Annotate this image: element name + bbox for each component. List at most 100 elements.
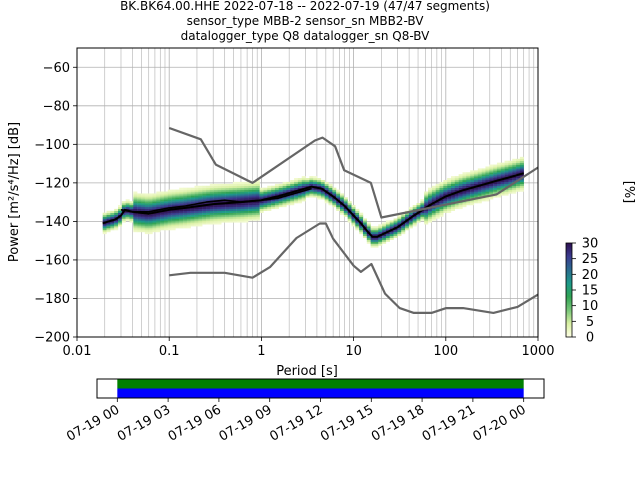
- mean-line: [120, 187, 312, 213]
- histogram-cell: [232, 199, 237, 202]
- histogram-cell: [439, 181, 444, 185]
- histogram-cell: [420, 212, 425, 215]
- histogram-cell: [206, 220, 211, 223]
- histogram-cell: [263, 203, 268, 206]
- histogram-cell: [454, 197, 459, 200]
- histogram-cell: [428, 210, 433, 213]
- histogram-cell: [248, 195, 253, 198]
- histogram-cell: [106, 228, 111, 231]
- histogram-cell: [458, 181, 463, 185]
- histogram-cell: [416, 203, 421, 206]
- histogram-cell: [351, 216, 356, 219]
- histogram-cell: [137, 193, 142, 196]
- histogram-cell: [232, 195, 237, 198]
- histogram-cell: [271, 199, 276, 202]
- histogram-cell: [454, 185, 459, 188]
- histogram-cell: [240, 218, 245, 221]
- histogram-cell: [347, 220, 352, 223]
- histogram-cell: [397, 214, 402, 217]
- histogram-cell: [198, 185, 203, 188]
- histogram-cell: [118, 212, 123, 215]
- histogram-cell: [163, 218, 168, 221]
- histogram-cell: [240, 195, 245, 198]
- histogram-cell: [148, 208, 153, 212]
- histogram-cell: [389, 235, 394, 238]
- histogram-cell: [221, 193, 226, 196]
- histogram-cell: [248, 197, 253, 200]
- histogram-cell: [477, 179, 482, 183]
- histogram-cell: [129, 205, 134, 208]
- histogram-cell: [370, 245, 375, 248]
- histogram-cell: [179, 195, 184, 198]
- histogram-cell: [466, 179, 471, 183]
- histogram-cell: [152, 193, 157, 196]
- histogram-cell: [144, 195, 149, 198]
- histogram-cell: [489, 178, 494, 181]
- histogram-cell: [282, 205, 287, 208]
- histogram-cell: [489, 172, 494, 175]
- histogram-cell: [305, 191, 310, 194]
- histogram-cell: [290, 181, 295, 185]
- histogram-cell: [217, 220, 222, 223]
- histogram-cell: [137, 216, 142, 219]
- histogram-cell: [332, 189, 337, 192]
- histogram-cell: [190, 210, 195, 213]
- histogram-cell: [121, 201, 126, 204]
- histogram-cell: [512, 183, 517, 186]
- histogram-cell: [221, 189, 226, 192]
- histogram-cell: [152, 197, 157, 200]
- histogram-cell: [240, 214, 245, 217]
- histogram-cell: [508, 179, 513, 183]
- histogram-cell: [355, 222, 360, 225]
- histogram-cell: [305, 179, 310, 183]
- histogram-cell: [240, 212, 245, 215]
- histogram-cell: [221, 183, 226, 186]
- histogram-cell: [271, 187, 276, 190]
- histogram-cell: [447, 206, 452, 210]
- histogram-cell: [431, 197, 436, 200]
- histogram-cell: [366, 230, 371, 233]
- histogram-cell: [351, 208, 356, 212]
- histogram-cell: [516, 185, 521, 188]
- histogram-cell: [175, 205, 180, 208]
- histogram-cell: [435, 187, 440, 190]
- histogram-cell: [450, 199, 456, 202]
- histogram-cell: [435, 210, 440, 213]
- histogram-cell: [416, 216, 421, 219]
- histogram-cell: [378, 235, 383, 238]
- histogram-cell: [110, 220, 115, 223]
- histogram-cell: [251, 187, 256, 190]
- histogram-cell: [305, 189, 310, 192]
- histogram-cell: [439, 195, 444, 198]
- histogram-cell: [508, 185, 513, 188]
- histogram-cell: [481, 176, 486, 179]
- histogram-cell: [171, 205, 176, 208]
- histogram-cell: [332, 201, 337, 204]
- histogram-cell: [462, 197, 467, 200]
- histogram-cell: [508, 174, 513, 177]
- histogram-cell: [160, 218, 165, 221]
- y-tick-label: −100: [34, 138, 70, 153]
- histogram-cell: [236, 191, 241, 194]
- histogram-cell: [209, 191, 214, 194]
- histogram-cell: [450, 183, 456, 186]
- histogram-cell: [370, 230, 375, 233]
- histogram-cell: [129, 212, 134, 215]
- histogram-cell: [500, 170, 505, 173]
- histogram-cell: [481, 189, 486, 192]
- histogram-cell: [424, 195, 429, 198]
- histogram-cell: [194, 187, 199, 190]
- histogram-cell: [336, 203, 341, 206]
- histogram-cell: [106, 214, 111, 217]
- histogram-cell: [129, 208, 134, 212]
- histogram-cell: [274, 203, 279, 206]
- histogram-cell: [206, 191, 211, 194]
- histogram-cell: [462, 203, 467, 206]
- histogram-cell: [263, 206, 268, 210]
- histogram-cell: [175, 189, 180, 192]
- histogram-cell: [324, 185, 329, 188]
- histogram-cell: [110, 226, 115, 229]
- histogram-cell: [401, 230, 406, 233]
- histogram-cell: [209, 210, 214, 213]
- histogram-cell: [202, 206, 207, 210]
